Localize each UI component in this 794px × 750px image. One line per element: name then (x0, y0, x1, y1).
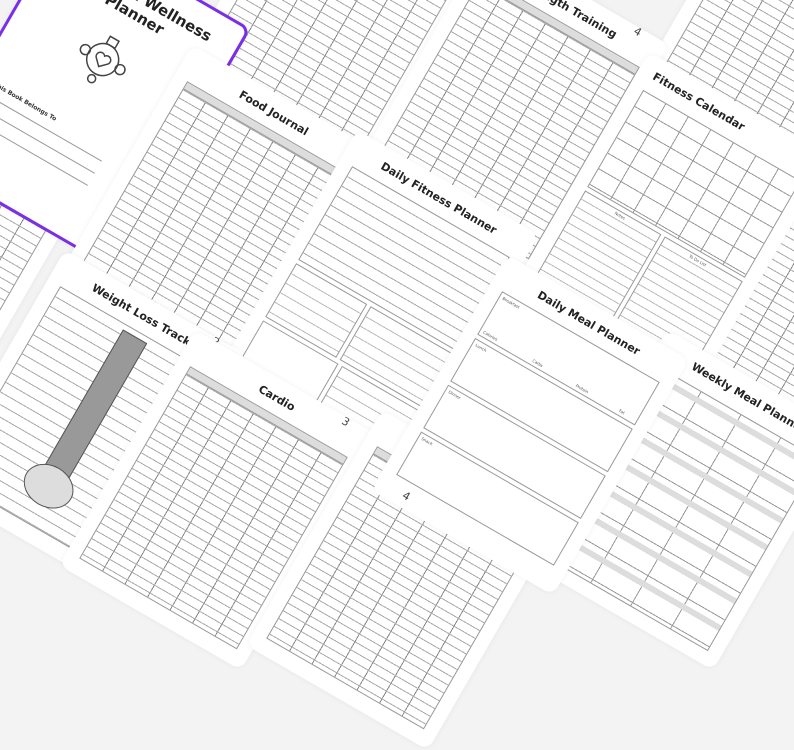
field-label: Carbs (531, 358, 544, 369)
page-number: 4 (400, 488, 413, 504)
cover-page: Health & Wellness Planner This Book Belo… (0, 0, 252, 270)
todo-label: To Do List (688, 253, 708, 268)
field-label: Fat (618, 408, 626, 416)
meal-label: Lunch (474, 342, 488, 353)
name-line (0, 119, 88, 186)
meal-label: Breakfast (501, 295, 521, 310)
wellness-heart-icon (79, 35, 126, 84)
field-label: Protein (574, 383, 590, 395)
field-label: Calories (482, 329, 499, 342)
notes-label: Notes (613, 210, 627, 221)
meal-label: Snack (420, 436, 434, 447)
belongs-to-label: This Book Belongs To (0, 80, 58, 123)
meal-label: Dinner (447, 389, 462, 401)
